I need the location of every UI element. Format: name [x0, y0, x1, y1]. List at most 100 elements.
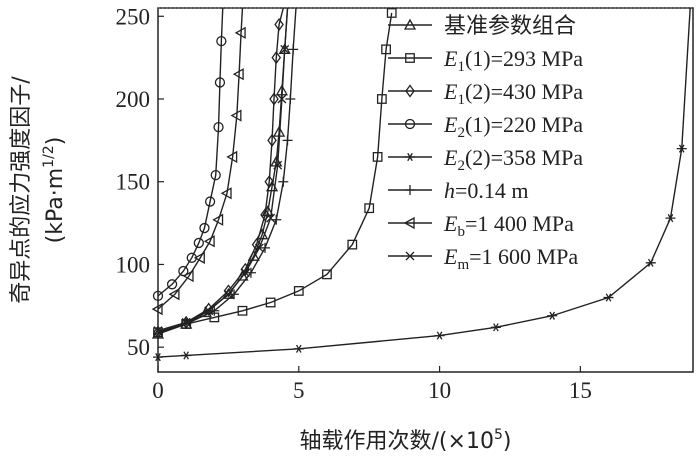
data-point — [665, 214, 676, 223]
data-point — [181, 317, 191, 327]
x-tick-label: 10 — [428, 378, 451, 403]
data-point — [223, 284, 234, 298]
data-point — [267, 133, 277, 147]
legend-entry: h=0.14 m — [444, 178, 529, 203]
data-point — [153, 353, 163, 362]
x-tick-label: 5 — [293, 378, 305, 403]
y-tick-label: 50 — [127, 335, 150, 360]
data-point — [260, 208, 270, 222]
data-point — [490, 323, 501, 332]
data-point — [214, 77, 226, 88]
data-point — [376, 94, 387, 104]
y-axis-label-line2: (kPa·m1/2) — [41, 137, 68, 244]
data-point — [216, 35, 227, 47]
data-point — [168, 288, 180, 301]
x-axis-label: 轴载作用次数/(×105) — [300, 427, 512, 454]
data-point — [223, 289, 233, 299]
data-point — [240, 268, 250, 278]
data-point — [234, 26, 246, 39]
y-tick-label: 200 — [116, 87, 151, 112]
data-point — [151, 303, 163, 316]
series-line — [157, 12, 393, 333]
data-point — [265, 297, 276, 308]
data-point — [204, 196, 216, 207]
data-point — [237, 305, 248, 316]
data-point — [260, 242, 270, 253]
data-point — [271, 51, 282, 65]
y-axis-label-line1: 奇异点的应力强度因子/ — [9, 76, 34, 304]
data-point — [181, 351, 192, 360]
data-point — [153, 326, 163, 336]
data-point — [210, 169, 221, 181]
legend-entry: E2(1)=220 MPa — [443, 112, 583, 141]
data-point — [178, 265, 189, 277]
data-point — [212, 213, 224, 226]
data-point — [209, 305, 220, 316]
data-point — [226, 150, 238, 164]
legend-entry: E2(2)=358 MPa — [443, 145, 583, 174]
legend-entry: 基准参数组合 — [444, 13, 576, 38]
data-point — [193, 237, 204, 249]
series-3 — [152, 7, 227, 302]
series-7 — [153, 7, 290, 336]
data-point — [230, 109, 242, 122]
series-6 — [151, 7, 246, 316]
data-point — [364, 203, 375, 214]
data-point — [285, 94, 296, 104]
data-point — [405, 185, 415, 195]
series-line — [157, 7, 244, 310]
data-point — [403, 216, 415, 230]
series-5 — [153, 7, 299, 339]
data-point — [293, 286, 304, 296]
legend-entry: Em=1 600 MPa — [443, 244, 578, 273]
plot-area: 0 5 10 15 50 100 150 200 250 — [116, 4, 694, 403]
data-point — [405, 251, 415, 261]
data-point — [386, 8, 397, 18]
series-layer — [151, 7, 691, 362]
data-point — [266, 213, 276, 223]
data-point — [404, 118, 416, 130]
data-point — [245, 267, 256, 278]
series-4 — [153, 7, 691, 362]
data-point — [213, 121, 224, 133]
series-line — [157, 7, 289, 335]
legend-entry: E1(1)=293 MPa — [443, 46, 583, 75]
series-line — [157, 7, 691, 358]
data-point — [405, 152, 415, 162]
x-tick-label: 15 — [569, 378, 592, 403]
y-tick-label: 100 — [116, 252, 151, 277]
legend-entry: Eb=1 400 MPa — [443, 211, 574, 240]
data-point — [278, 176, 289, 187]
data-point — [676, 144, 687, 153]
data-point — [280, 44, 290, 54]
data-point — [405, 53, 415, 63]
data-point — [381, 44, 391, 55]
series-line — [157, 7, 297, 335]
data-point — [405, 84, 415, 98]
data-point — [403, 18, 417, 30]
data-point — [372, 152, 383, 162]
series-1 — [153, 8, 397, 338]
data-point — [264, 175, 275, 189]
data-point — [547, 311, 558, 320]
data-point — [152, 290, 164, 302]
data-point — [199, 222, 210, 234]
data-point — [203, 235, 215, 248]
data-point — [204, 306, 214, 316]
ticks-layer: 0 5 10 15 50 100 150 200 250 — [116, 4, 592, 403]
data-point — [603, 293, 614, 302]
y-tick-label: 150 — [116, 170, 151, 195]
legend-entry: E1(2)=430 MPa — [443, 79, 583, 108]
data-point — [347, 239, 358, 250]
series-line — [157, 7, 289, 332]
series-line — [157, 7, 224, 297]
data-point — [254, 243, 264, 253]
data-point — [274, 17, 284, 32]
data-point — [293, 344, 304, 353]
y-tick-label: 250 — [116, 4, 151, 29]
data-point — [269, 92, 279, 106]
data-point — [322, 269, 332, 280]
data-point — [193, 251, 205, 264]
data-point — [232, 68, 244, 81]
